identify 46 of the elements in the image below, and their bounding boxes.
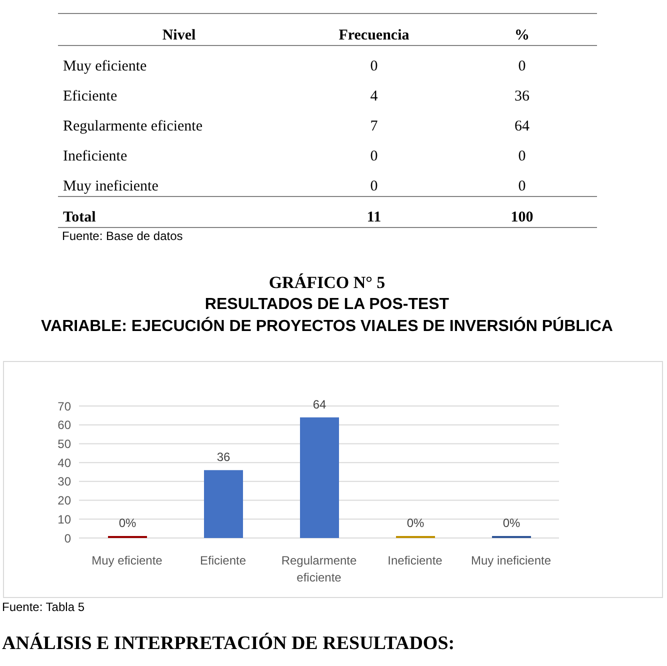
bar: [300, 417, 339, 538]
data-label: 0: [518, 58, 526, 76]
data-label: 0%: [118, 516, 136, 530]
data-label: 0%: [406, 516, 424, 530]
data-label: 36: [514, 88, 530, 106]
y-tick-label: 50: [58, 436, 72, 451]
x-tick-label: Regularmente eficiente: [281, 554, 358, 584]
data-label: 7: [370, 118, 378, 136]
text: ANÁLISIS E INTERPRETACIÓN DE RESULTADOS:: [2, 633, 455, 655]
data-label: 64: [514, 118, 530, 136]
y-tick-label: 0: [64, 531, 72, 546]
category-label: Eficiente: [63, 88, 118, 106]
data-label: 36: [216, 450, 230, 464]
data-label: 0: [370, 148, 378, 166]
y-tick-label: 30: [58, 474, 72, 489]
x-tick-label: Muy ineficiente: [470, 554, 552, 568]
source-note: Fuente: Tabla 5: [2, 600, 85, 614]
data-label: 64: [312, 397, 326, 412]
text: %: [514, 28, 530, 44]
category-label: Muy ineficiente: [63, 178, 158, 196]
data-label: 0: [518, 148, 526, 166]
source-note: Fuente: Base de datos: [62, 229, 183, 243]
y-tick-label: 40: [58, 456, 72, 470]
text: Total: [63, 210, 96, 226]
category-label: Muy eficiente: [63, 58, 147, 76]
chart-title: GRÁFICO N° 5: [268, 273, 386, 293]
data-label: 0: [518, 178, 526, 196]
data-label: 4: [370, 88, 378, 106]
bar: [204, 470, 243, 538]
x-tick-label: Ineficiente: [388, 554, 443, 568]
text: Nivel: [162, 28, 196, 44]
y-tick-label: 60: [58, 418, 72, 432]
y-tick-label: 70: [58, 399, 72, 414]
x-tick-label: Muy eficiente: [92, 554, 163, 568]
y-tick-label: 20: [58, 494, 72, 508]
category-label: Ineficiente: [63, 148, 128, 166]
text: 100: [510, 210, 534, 226]
data-label: 0: [370, 178, 378, 196]
x-tick-label: Eficiente: [200, 554, 246, 568]
y-tick-label: 10: [58, 512, 72, 526]
data-label: 0%: [502, 516, 520, 530]
category-label: Regularmente eficiente: [63, 118, 203, 136]
text: 11: [366, 210, 382, 226]
data-label: 0: [370, 58, 378, 76]
text: Frecuencia: [338, 28, 410, 44]
chart-subtitle: RESULTADOS DE LA POS-TEST VARIABLE: EJECUCIÓN DE PROYECTOS VIALES DE INVERSIÓN PÚBLICA: [41, 296, 613, 336]
